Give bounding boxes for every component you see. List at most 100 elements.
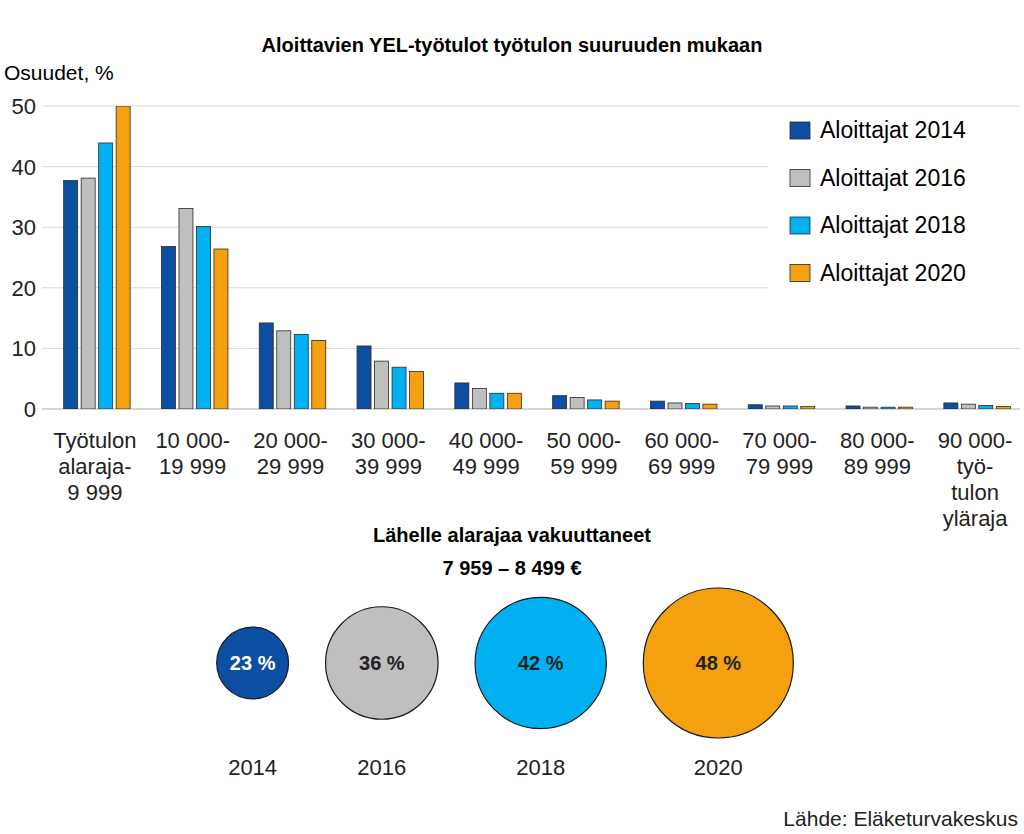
bar [961,404,975,409]
bubble-title: Lähelle alarajaa vakuuttaneet [373,524,651,546]
x-tick-label-line: 59 999 [550,454,617,479]
x-tick-label-line: 89 999 [844,454,911,479]
legend-label: Aloittajat 2014 [820,117,966,143]
x-tick-label-line: 40 000- [449,428,524,453]
bubble [475,597,606,728]
bar [553,396,567,409]
bar [801,407,815,409]
legend-label: Aloittajat 2016 [820,165,966,191]
y-tick-label: 0 [24,397,36,422]
y-tick-label: 10 [12,336,36,361]
bar [899,407,913,409]
bar [881,407,895,409]
bar [979,405,993,409]
legend-swatch [790,170,810,187]
bubble-labels: 23 % 2014 36 % 2016 42 % 2018 48 % 2020 [228,652,743,780]
bar [357,346,371,409]
bar [944,403,958,409]
bar [650,401,664,409]
bar [685,404,699,409]
bar [410,371,424,409]
bubble-value-label: 48 % [696,652,742,674]
x-tick-label-line: tulon [951,480,999,505]
bubble [643,588,793,738]
bar [277,331,291,409]
x-tick-label-line: alaraja- [58,454,131,479]
grid-line [42,106,1020,107]
x-tick-label: 50 000-59 999 [547,428,622,479]
bubble-value-label: 23 % [230,652,276,674]
source-note: Lähde: Eläketurvakeskus [783,807,1018,830]
bar [455,383,469,409]
bar [748,405,762,409]
bubble-category-label: 2016 [357,755,406,780]
x-tick-label: 10 000-19 999 [155,428,230,479]
x-tick-label-line: 80 000- [840,428,915,453]
y-tick-label: 40 [12,155,36,180]
bubble-category-label: 2014 [228,755,277,780]
bubble-category-label: 2018 [516,755,565,780]
bar [668,403,682,409]
bar [196,227,210,409]
y-tick-label: 20 [12,276,36,301]
bar [312,341,326,409]
x-tick-label-line: Työtulon [53,428,136,453]
x-tick-label-line: 79 999 [746,454,813,479]
bar [864,407,878,409]
x-tick-label-line: 29 999 [257,454,324,479]
bar [179,208,193,409]
x-tick-label-line: 70 000- [742,428,817,453]
legend-label: Aloittajat 2020 [820,260,966,286]
bar [214,249,228,409]
bar [116,106,130,409]
x-tick-label-line: 60 000- [644,428,719,453]
x-tick-label: 90 000-työ-tulonyläraja [938,428,1013,531]
x-tick-label-line: 49 999 [452,454,519,479]
x-tick-label: Työtulonalaraja-9 999 [53,428,136,505]
bar [99,143,113,409]
x-tick-label-line: 50 000- [547,428,622,453]
legend-swatch [790,122,810,139]
bar [64,181,78,409]
bar [490,393,504,409]
bar [507,393,521,409]
bubble-value-label: 42 % [518,652,564,674]
legend-label: Aloittajat 2018 [820,212,966,238]
bubble-value-label: 36 % [359,652,405,674]
bar [783,406,797,409]
legend-swatch [790,265,810,282]
x-tick-label-line: työ- [957,454,994,479]
legend: Aloittajat 2014 Aloittajat 2016 Aloittajat… [768,108,1020,302]
bar [766,406,780,409]
legend-swatch [790,217,810,234]
bar [703,404,717,409]
x-tick-label-line: 10 000- [155,428,230,453]
x-tick-label: 80 000-89 999 [840,428,915,479]
page: {"chart_data": [ {"type": "bar", "title"… [0,0,1024,834]
x-tick-label: 30 000-39 999 [351,428,426,479]
x-tick-label-line: 20 000- [253,428,328,453]
x-tick-label-line: 9 999 [67,480,122,505]
bar [259,323,273,409]
bar [570,397,584,409]
bar [996,407,1010,409]
chart-title: Aloittavien YEL-työtulot työtulon suuruu… [262,34,763,56]
y-tick-label: 30 [12,215,36,240]
x-tick-label: 20 000-29 999 [253,428,328,479]
bubble-category-label: 2020 [694,755,743,780]
x-tick-label: 40 000-49 999 [449,428,524,479]
bar [588,400,602,409]
bar [294,334,308,409]
bar [161,247,175,409]
bar [472,388,486,409]
x-tick-label-line: 69 999 [648,454,715,479]
bar [375,361,389,409]
bar [605,401,619,409]
bubble-subtitle: 7 959 – 8 499 € [442,557,581,579]
x-tick-label: 70 000-79 999 [742,428,817,479]
x-tick-label-line: yläraja [943,506,1009,531]
bar [81,178,95,409]
bubble [217,627,289,699]
chart-root: Aloittavien YEL-työtulot työtulon suuruu… [0,0,1024,834]
x-tick-label-line: 19 999 [159,454,226,479]
